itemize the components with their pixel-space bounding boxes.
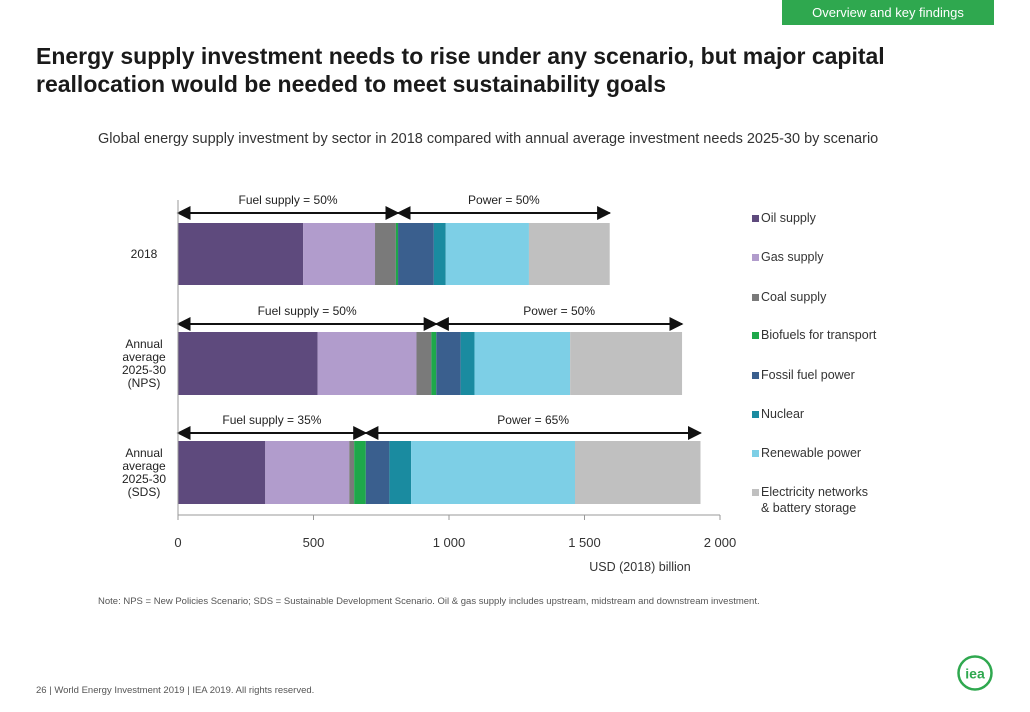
category-label: 2018 xyxy=(131,247,158,261)
legend-swatch xyxy=(752,411,759,418)
bar-segment xyxy=(317,332,417,395)
bar-segment xyxy=(433,223,446,285)
bar-segment xyxy=(349,441,355,504)
legend-label: Oil supply xyxy=(761,211,817,225)
legend-label: Biofuels for transport xyxy=(761,328,877,342)
bar-segment xyxy=(178,332,318,395)
bar-segment xyxy=(398,223,434,285)
legend-swatch xyxy=(752,489,759,496)
bar-segment xyxy=(416,332,432,395)
bar-segment xyxy=(436,332,461,395)
legend-swatch xyxy=(752,215,759,222)
bar-segment xyxy=(389,441,412,504)
legend-label: Nuclear xyxy=(761,407,804,421)
x-axis-title: USD (2018) billion xyxy=(589,560,690,574)
category-label: Annual average 2025-30 (NPS) xyxy=(122,337,166,390)
chart-note: Note: NPS = New Policies Scenario; SDS =… xyxy=(98,596,760,607)
legend-swatch xyxy=(752,372,759,379)
bar-segment xyxy=(178,223,304,285)
iea-logo-text: iea xyxy=(965,666,985,682)
x-tick-label: 1 500 xyxy=(568,535,601,550)
bar-segment xyxy=(570,332,683,395)
annotation-label: Fuel supply = 50% xyxy=(258,304,357,318)
bar-segment xyxy=(528,223,610,285)
legend-label: Renewable power xyxy=(761,446,861,460)
legend-swatch xyxy=(752,294,759,301)
legend-label: Electricity networks & battery storage xyxy=(761,485,868,515)
legend-label: Gas supply xyxy=(761,250,824,264)
bar-segment xyxy=(375,223,396,285)
annotation-label: Power = 65% xyxy=(497,413,569,427)
bar-segment xyxy=(303,223,376,285)
bar-segment xyxy=(460,332,475,395)
bar-segment xyxy=(575,441,701,504)
annotation-label: Power = 50% xyxy=(523,304,595,318)
x-tick-label: 1 000 xyxy=(433,535,466,550)
x-tick-label: 500 xyxy=(303,535,325,550)
page-footer: 26 | World Energy Investment 2019 | IEA … xyxy=(36,685,315,696)
legend-swatch xyxy=(752,332,759,339)
annotation-label: Fuel supply = 35% xyxy=(222,413,321,427)
bar-segment xyxy=(395,223,399,285)
bar-segment xyxy=(431,332,437,395)
x-tick-label: 0 xyxy=(174,535,181,550)
bar-segment xyxy=(365,441,390,504)
bar-segment xyxy=(354,441,366,504)
annotation-label: Fuel supply = 50% xyxy=(238,193,337,207)
annotation-label: Power = 50% xyxy=(468,193,540,207)
bar-segment xyxy=(411,441,576,504)
legend-label: Coal supply xyxy=(761,290,827,304)
bar-segment xyxy=(474,332,571,395)
bar-segment xyxy=(265,441,350,504)
legend-swatch xyxy=(752,254,759,261)
section-tab[interactable]: Overview and key findings xyxy=(782,0,994,25)
bar-segment xyxy=(178,441,266,504)
legend-swatch xyxy=(752,450,759,457)
chart-caption: Global energy supply investment by secto… xyxy=(98,131,879,147)
iea-logo: iea xyxy=(957,655,993,691)
legend-label: Fossil fuel power xyxy=(761,368,855,382)
x-tick-label: 2 000 xyxy=(704,535,737,550)
page-title: Energy supply investment needs to rise u… xyxy=(36,43,885,97)
category-label: Annual average 2025-30 (SDS) xyxy=(122,446,166,499)
bar-segment xyxy=(445,223,529,285)
